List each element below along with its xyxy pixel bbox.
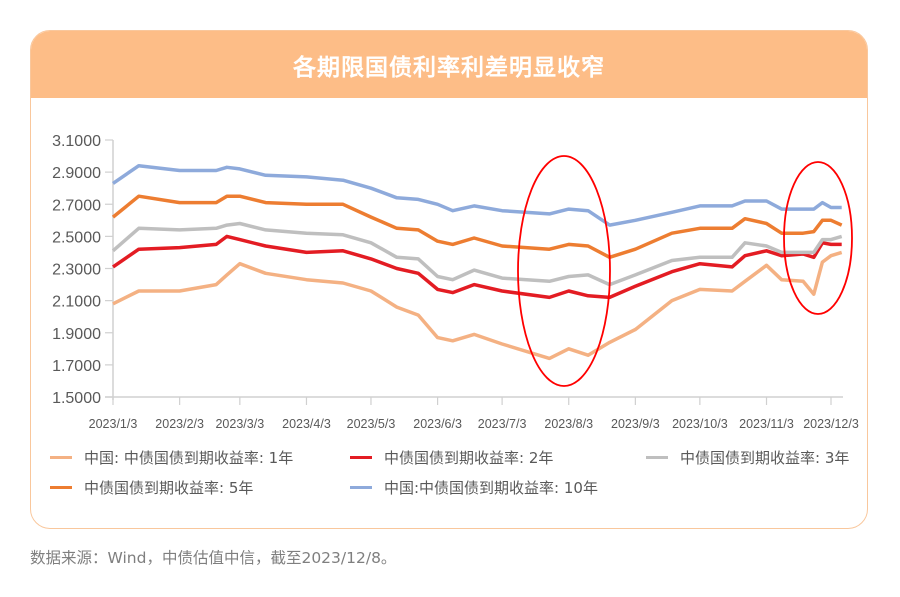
legend-swatch [646, 456, 668, 459]
legend-label: 中国: 中债国债到期收益率: 1年 [84, 449, 294, 467]
x-tick-label: 2023/9/3 [611, 417, 660, 431]
y-tick-label: 2.1000 [52, 294, 101, 311]
x-tick-label: 2023/1/3 [89, 417, 138, 431]
legend-item: 中债国债到期收益率: 5年 [50, 477, 253, 498]
series-line-3 [111, 221, 843, 287]
annotation-ellipse-dec [783, 161, 853, 315]
legend-item: 中债国债到期收益率: 3年 [646, 447, 849, 468]
x-tick-label: 2023/11/3 [739, 417, 794, 431]
x-tick-label: 2023/7/3 [478, 417, 527, 431]
series-line-1 [112, 250, 843, 361]
x-tick-label: 2023/3/3 [215, 417, 264, 431]
x-tick-label: 2023/4/3 [282, 417, 331, 431]
legend-item: 中国: 中债国债到期收益率: 1年 [50, 447, 293, 468]
legend-swatch [50, 456, 72, 459]
legend-swatch [350, 486, 372, 489]
x-tick-label: 2023/12/3 [803, 417, 859, 431]
x-tick-label: 2023/8/3 [544, 417, 593, 431]
legend-item: 中国:中债国债到期收益率: 10年 [350, 477, 598, 498]
chart-card: 各期限国债利率利差明显收窄 [30, 30, 868, 529]
series-line-2 [112, 234, 842, 300]
y-tick-label: 1.7000 [52, 358, 101, 375]
legend-label: 中债国债到期收益率: 5年 [84, 479, 254, 497]
y-tick-label: 1.5000 [52, 390, 101, 407]
y-tick-label: 2.3000 [52, 262, 101, 279]
y-tick-label: 2.5000 [52, 229, 101, 246]
legend-item: 中债国债到期收益率: 2年 [350, 447, 553, 468]
series-line-5 [112, 163, 842, 227]
legend-swatch [350, 456, 372, 459]
legend-label: 中债国债到期收益率: 2年 [384, 449, 554, 467]
y-tick-label: 3.1000 [52, 133, 101, 150]
legend-swatch [50, 486, 72, 489]
y-tick-label: 1.9000 [52, 326, 101, 343]
legend-label: 中国:中债国债到期收益率: 10年 [384, 479, 598, 497]
y-tick-label: 2.7000 [52, 197, 101, 214]
x-tick-label: 2023/10/3 [672, 417, 728, 431]
card-header: 各期限国债利率利差明显收窄 [31, 31, 867, 98]
source-note: 数据来源：Wind，中债估值中信，截至2023/12/8。 [30, 549, 397, 567]
legend-label: 中债国债到期收益率: 3年 [680, 449, 850, 467]
series-line-4 [111, 194, 843, 260]
annotation-ellipse-aug [517, 155, 611, 387]
x-tick-label: 2023/2/3 [155, 417, 204, 431]
chart-title: 各期限国债利率利差明显收窄 [293, 54, 605, 81]
x-tick-label: 2023/5/3 [347, 417, 396, 431]
x-tick-label: 2023/6/3 [413, 417, 462, 431]
y-tick-label: 2.9000 [52, 165, 101, 182]
